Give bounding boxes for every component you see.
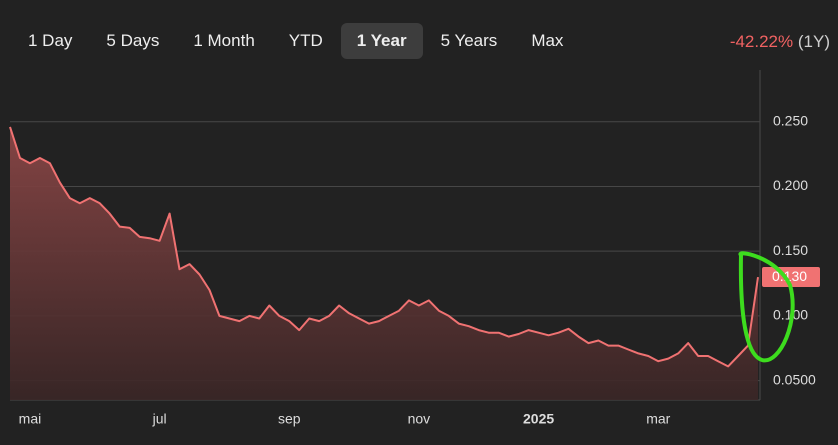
x-tick-label: mai [19,411,42,427]
change-value: -42.22% [729,32,794,51]
area [10,126,758,401]
range-button[interactable]: 1 Year [340,23,423,59]
price-tag [762,267,820,288]
y-tick-label: 0.0500 [773,371,816,387]
x-tick-label: nov [408,411,431,427]
x-tick-label: 2025 [523,411,554,427]
change-period: (1Y) [797,32,830,51]
range-button[interactable]: Max [531,31,564,50]
x-tick-label: mar [646,411,670,427]
range-button[interactable]: 5 Days [106,31,160,50]
range-button[interactable]: 1 Day [28,31,73,50]
x-tick-label: jul [152,411,167,427]
y-tick-label: 0.150 [773,242,808,258]
range-button[interactable]: YTD [288,31,323,50]
change: -42.22% (1Y) [730,32,830,52]
range-button[interactable]: 5 Years [440,31,498,50]
y-tick-label: 0.250 [773,112,808,128]
y-tick-label: 0.200 [773,177,808,193]
x-tick-label: sep [278,411,301,427]
annotation-circle [738,251,795,363]
range-button[interactable]: 1 Month [193,31,255,50]
price-line [9,126,759,368]
range-bar: 1 Day 5 Days 1 Month YTD 1 Year 5 Years Max [12,23,579,59]
